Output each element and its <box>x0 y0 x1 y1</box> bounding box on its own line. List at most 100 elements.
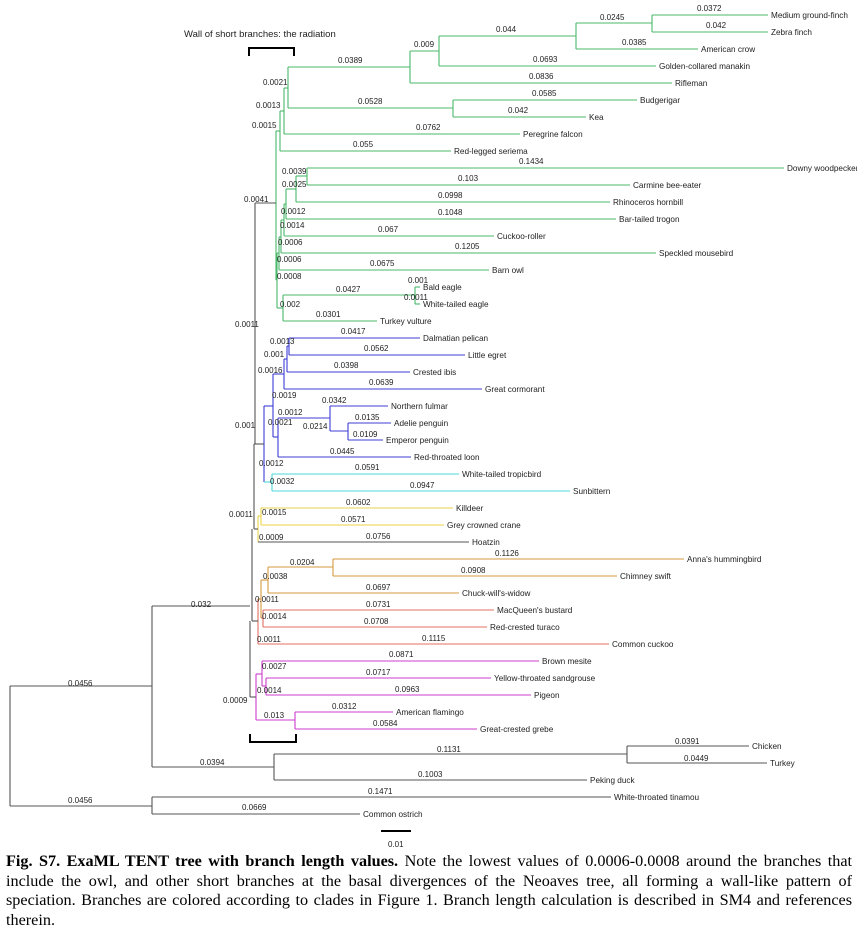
branch-length-label: 0.0006 <box>278 238 303 247</box>
branch-length-label: 0.0562 <box>364 344 389 353</box>
taxon-label: Adelie penguin <box>394 419 449 428</box>
branch-length-label: 0.0762 <box>416 123 441 132</box>
branch-length-label: 0.0041 <box>244 195 269 204</box>
branch-length-label: 0.0528 <box>358 97 383 106</box>
branch-length-label: 0.001 <box>235 421 256 430</box>
branch-length-label: 0.1003 <box>418 770 443 779</box>
taxon-label: Yellow-throated sandgrouse <box>494 674 596 683</box>
branch-length-label: 0.0584 <box>373 719 398 728</box>
branch-length-label: 0.001 <box>408 276 429 285</box>
branch-length-label: 0.0011 <box>404 293 428 302</box>
branch-length-label: 0.0717 <box>366 668 391 677</box>
taxon-label: Rhinoceros hornbill <box>613 198 683 207</box>
branch-length-label: 0.042 <box>508 106 529 115</box>
taxon-label: Hoatzin <box>472 538 500 547</box>
taxon-label: Emperor penguin <box>386 436 449 445</box>
taxon-label: Zebra finch <box>771 28 812 37</box>
branch-length-label: 0.0445 <box>330 447 355 456</box>
wall-bracket-top <box>248 47 295 56</box>
branch-length-label: 0.0398 <box>334 361 359 370</box>
branch-length-label: 0.0016 <box>258 366 283 375</box>
taxon-label: American flamingo <box>396 708 464 717</box>
taxon-label: Grey crowned crane <box>447 521 521 530</box>
branch-length-label: 0.0394 <box>200 758 225 767</box>
branch-length-label: 0.0008 <box>277 272 302 281</box>
taxon-label: Kea <box>589 113 604 122</box>
branch-length-label: 0.0012 <box>278 408 303 417</box>
taxon-label: Sunbittern <box>573 487 611 496</box>
taxon-label: Killdeer <box>456 504 484 513</box>
branch-length-label: 0.1205 <box>455 242 480 251</box>
branch-length-label: 0.0013 <box>270 337 295 346</box>
taxon-label: Carmine bee-eater <box>633 181 702 190</box>
branch-length-label: 0.009 <box>414 40 435 49</box>
branch-length-label: 0.0135 <box>355 413 380 422</box>
branch-length-label: 0.055 <box>353 140 374 149</box>
branch-length-label: 0.0585 <box>532 89 557 98</box>
branch-length-label: 0.0039 <box>282 167 307 176</box>
taxon-label: Speckled mousebird <box>659 249 734 258</box>
taxon-label: MacQueen's bustard <box>497 606 573 615</box>
branch-length-label: 0.1131 <box>437 745 461 754</box>
branch-length-label: 0.0836 <box>529 72 554 81</box>
branch-length-label: 0.0571 <box>341 515 366 524</box>
figure-caption: Fig. S7. ExaML TENT tree with branch len… <box>6 852 852 930</box>
branch-length-label: 0.0012 <box>281 207 306 216</box>
taxon-label: Great cormorant <box>485 385 545 394</box>
taxon-label: White-tailed eagle <box>423 300 489 309</box>
taxon-label: Great-crested grebe <box>480 725 554 734</box>
branch-length-label: 0.0014 <box>257 686 282 695</box>
taxon-label: Downy woodpecker <box>787 164 857 173</box>
taxon-label: Red-throated loon <box>414 453 480 462</box>
branch-length-label: 0.1471 <box>368 787 393 796</box>
branch-length-label: 0.0012 <box>259 459 284 468</box>
branch-length-label: 0.0245 <box>600 13 625 22</box>
phylogenetic-tree: Medium ground-finch Zebra finch American c… <box>9 4 857 849</box>
taxon-label: Golden-collared manakin <box>659 62 750 71</box>
branch-length-label: 0.0372 <box>697 4 722 13</box>
branch-length-label: 0.0675 <box>370 259 395 268</box>
taxon-label: Dalmatian pelican <box>423 334 489 343</box>
caption-text: Note the lowest values of 0.0006-0.0008 … <box>6 852 853 929</box>
taxon-label: Brown mesite <box>542 657 592 666</box>
branch-length-label: 0.0697 <box>366 583 391 592</box>
branch-length-label: 0.103 <box>458 174 479 183</box>
branch-length-label: 0.0011 <box>255 595 279 604</box>
branch-length-label: 0.001 <box>264 350 285 359</box>
branch-length-label: 0.032 <box>191 600 212 609</box>
branch-length-label: 0.0032 <box>270 477 295 486</box>
branch-length-label: 0.1048 <box>438 208 463 217</box>
branch-length-label: 0.0011 <box>229 510 253 519</box>
taxon-label: Chicken <box>752 742 782 751</box>
branch-length-label: 0.0009 <box>223 696 248 705</box>
branch-length-label: 0.0963 <box>395 685 420 694</box>
caption-label: Fig. S7. ExaML TENT tree with branch len… <box>6 852 399 870</box>
scale-bar-label: 0.01 <box>388 840 404 849</box>
taxon-label: Bald eagle <box>423 283 462 292</box>
taxon-label: Turkey vulture <box>380 317 432 326</box>
taxon-label: Barn owl <box>492 266 524 275</box>
branch-length-label: 0.0756 <box>366 532 391 541</box>
taxon-label: Peregrine falcon <box>523 130 583 139</box>
taxon-label: Red-legged seriema <box>454 147 528 156</box>
taxon-label: Crested ibis <box>413 368 456 377</box>
branch-length-label: 0.0998 <box>438 191 463 200</box>
branch-length-label: 0.0871 <box>389 650 414 659</box>
branch-length-label: 0.0301 <box>316 310 341 319</box>
branch-length-label: 0.0389 <box>338 56 363 65</box>
branch-length-label: 0.1126 <box>495 549 519 558</box>
branch-length-label: 0.0417 <box>341 327 366 336</box>
branch-length-label: 0.0019 <box>272 391 297 400</box>
taxon-label: White-tailed tropicbird <box>462 470 542 479</box>
branch-length-label: 0.042 <box>706 21 727 30</box>
branch-length-label: 0.0214 <box>303 422 328 431</box>
branch-length-label: 0.0602 <box>346 498 371 507</box>
branch-length-label: 0.0011 <box>257 635 281 644</box>
branch-length-label: 0.0015 <box>262 508 287 517</box>
taxon-label: Peking duck <box>590 776 636 785</box>
taxon-label: Pigeon <box>534 691 560 700</box>
taxon-label: White-throated tinamou <box>614 793 700 802</box>
taxon-label: Anna's hummingbird <box>687 555 762 564</box>
branch-length-label: 0.0013 <box>256 101 281 110</box>
